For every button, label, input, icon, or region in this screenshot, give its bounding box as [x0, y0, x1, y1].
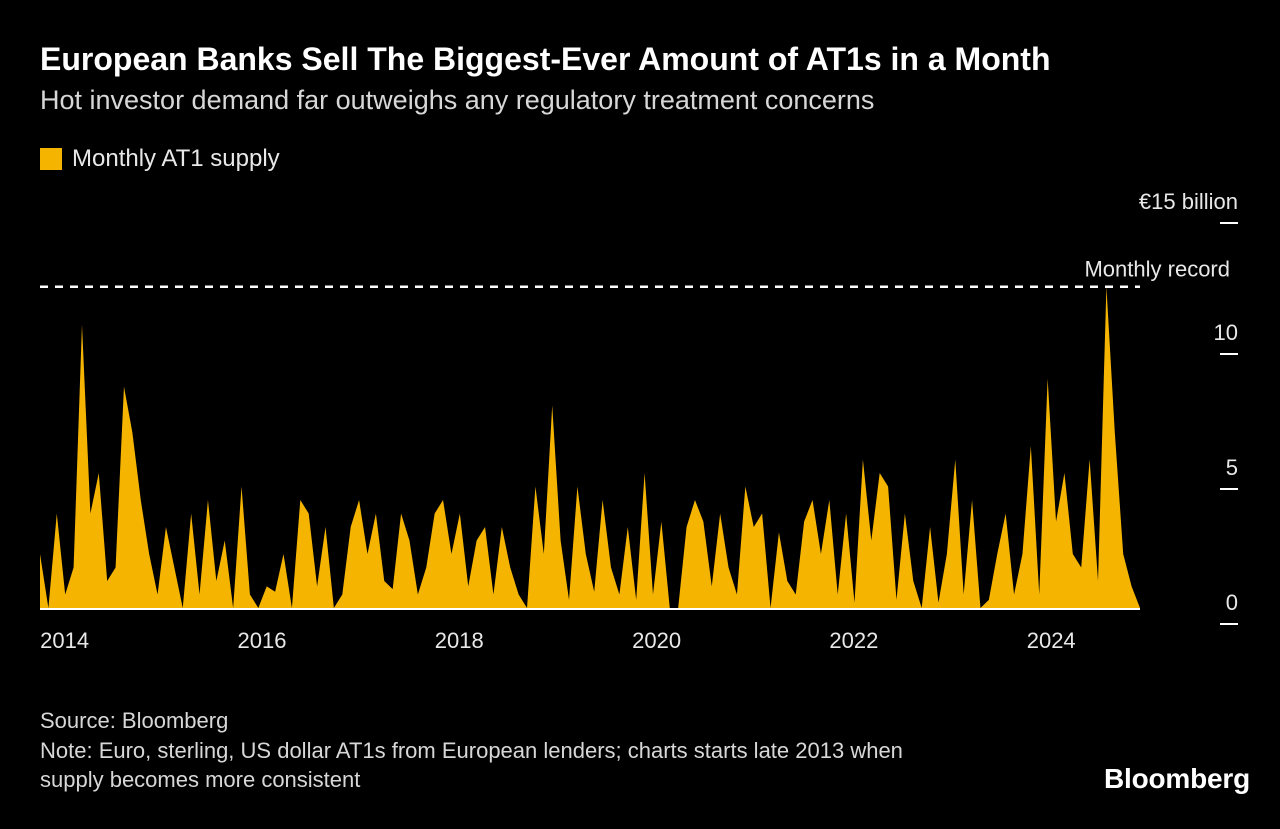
chart-title: European Banks Sell The Biggest-Ever Amo…	[40, 40, 1250, 78]
source-text: Source: Bloomberg	[40, 706, 940, 736]
x-tick-label: 2016	[237, 628, 286, 653]
footer: Source: Bloomberg Note: Euro, sterling, …	[40, 706, 1250, 795]
chart-area: Monthly record€15 billion051020142016201…	[40, 193, 1240, 633]
area-series	[40, 286, 1140, 607]
x-tick-label: 2014	[40, 628, 89, 653]
chart-container: European Banks Sell The Biggest-Ever Amo…	[0, 0, 1280, 829]
note-text: Note: Euro, sterling, US dollar AT1s fro…	[40, 736, 940, 795]
x-tick-label: 2020	[632, 628, 681, 653]
y-tick-label: 0	[1226, 590, 1238, 615]
y-top-label: €15 billion	[1139, 193, 1238, 214]
brand-label: Bloomberg	[1104, 763, 1250, 795]
x-tick-label: 2024	[1027, 628, 1076, 653]
x-tick-label: 2022	[829, 628, 878, 653]
chart-subtitle: Hot investor demand far outweighs any re…	[40, 84, 1250, 116]
chart-svg: Monthly record €15 billion 0 5 10 2014 2016 201…	[40, 193, 1240, 673]
x-tick-label: 2018	[435, 628, 484, 653]
record-line-label: Monthly record	[1084, 256, 1230, 281]
footer-text: Source: Bloomberg Note: Euro, sterling, …	[40, 706, 940, 795]
legend-label: Monthly AT1 supply	[72, 145, 280, 173]
y-tick-label: 5	[1226, 455, 1238, 480]
legend-swatch	[40, 148, 62, 170]
y-tick-label: 10	[1214, 320, 1238, 345]
legend: Monthly AT1 supply	[40, 145, 1250, 173]
